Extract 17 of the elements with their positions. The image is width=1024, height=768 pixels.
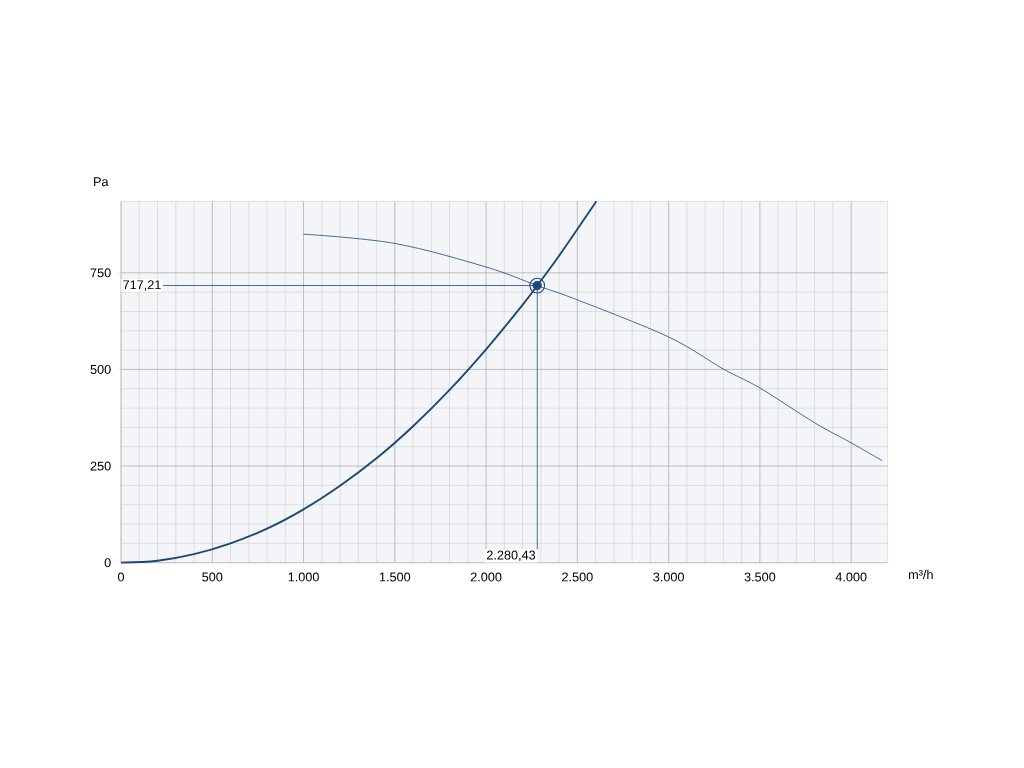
x-tick-label: 1.000: [288, 572, 319, 582]
y-tick-label: 0: [104, 558, 111, 568]
y-tick-label: 250: [90, 461, 111, 471]
x-axis-title: m³/h: [909, 569, 933, 580]
y-tick-label: 750: [90, 268, 111, 278]
y-axis-title: Pa: [94, 177, 109, 187]
x-tick-label: 3.500: [744, 572, 776, 582]
x-tick-label: 0: [117, 572, 125, 582]
y-tick-label: 500: [90, 364, 111, 374]
annotation: 2.280,43: [486, 550, 536, 562]
x-tick-label: 1.500: [379, 572, 411, 582]
x-tick-label: 4.000: [835, 572, 867, 582]
x-tick-label: 2.000: [470, 572, 502, 582]
x-tick-label: 3.000: [653, 572, 684, 582]
x-tick-label: 2.500: [562, 572, 593, 582]
annotation: 717,21: [123, 280, 161, 291]
x-tick-label: 500: [202, 572, 223, 582]
